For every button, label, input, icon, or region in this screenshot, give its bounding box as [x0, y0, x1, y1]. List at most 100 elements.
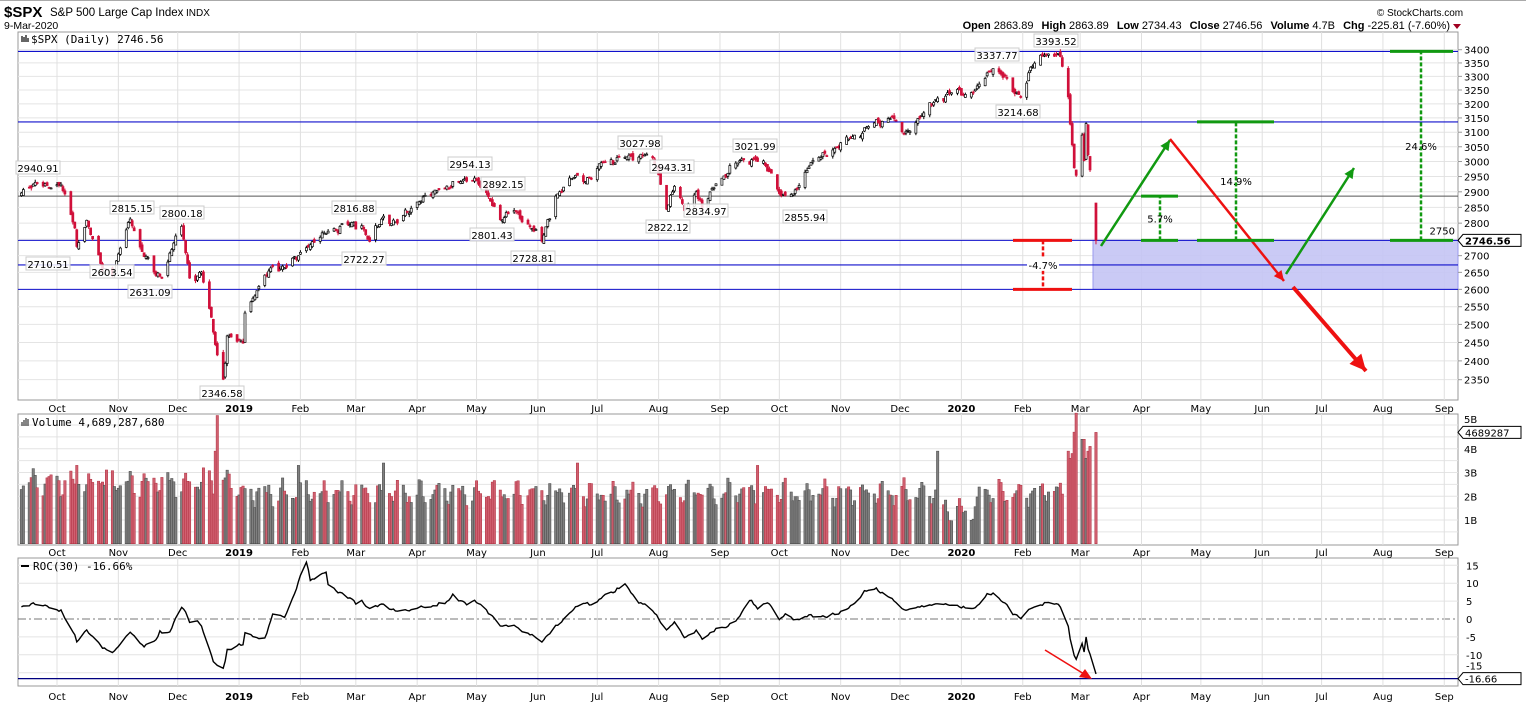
candle-down: [354, 221, 358, 230]
candle-down: [1066, 67, 1070, 98]
candle-down: [560, 190, 563, 193]
arrow-head-icon: [1160, 140, 1170, 152]
volume-bar: [1033, 488, 1037, 544]
candle-down: [1019, 96, 1023, 98]
price-label: 3021.99: [734, 142, 775, 153]
candle-down: [698, 198, 702, 201]
candle-up: [853, 134, 856, 140]
price-legend: $SPX (Daily) 2746.56: [21, 33, 163, 46]
candle-down: [158, 273, 162, 277]
candle-up: [867, 126, 870, 129]
candle-up: [320, 232, 324, 239]
candle-down: [1013, 89, 1017, 95]
candle-up: [196, 275, 199, 281]
candle-down: [213, 331, 217, 345]
ohlc-summary: Open 2863.89 High 2863.89 Low 2734.43 Close…: [963, 20, 1450, 32]
candle-down: [997, 68, 1001, 73]
volume-bar: [825, 486, 829, 545]
candle-down: [61, 186, 65, 191]
candle-up: [1039, 54, 1042, 66]
candle-down: [679, 186, 682, 199]
candle-down: [138, 229, 142, 248]
roc-panel: [17, 557, 1459, 687]
price-axis-label: 2750: [1430, 226, 1455, 237]
price-label: 2940.91: [17, 164, 58, 175]
volume-bar: [105, 469, 108, 544]
volume-bar: [229, 488, 233, 544]
candle-down: [783, 191, 787, 196]
candle-up: [985, 72, 989, 77]
candle-down: [211, 319, 215, 333]
volume-bar: [700, 494, 704, 544]
candle-down: [87, 220, 91, 227]
annotations: 5.7% 14.9% 24.6% -4.7%: [1013, 49, 1453, 373]
candle-down: [229, 333, 233, 338]
x-tick-label: Mar: [346, 692, 366, 703]
volume-bar: [1088, 446, 1092, 544]
price-label-box: [25, 256, 71, 271]
candle-up: [736, 162, 740, 166]
candle-up: [888, 118, 892, 120]
price-label: 2346.58: [201, 389, 242, 400]
candle-up: [956, 89, 959, 94]
x-tick-label: Feb: [292, 404, 310, 415]
price-label-box: [127, 284, 173, 299]
candle-up: [431, 191, 435, 198]
candle-up: [944, 95, 947, 103]
candle-up: [983, 78, 987, 87]
candle-up: [805, 169, 809, 174]
price-axis-label: 3000: [1464, 158, 1489, 169]
volume-bar: [492, 480, 496, 545]
price-label-box: [683, 203, 729, 218]
candle-up: [793, 189, 797, 194]
symbol: $SPX: [4, 4, 42, 21]
candle-up: [502, 217, 506, 223]
candle-up: [225, 335, 229, 364]
volume-bar: [174, 497, 178, 544]
x-tick-label: Feb: [1014, 692, 1032, 703]
candle-legend-icon: [21, 35, 29, 42]
price-label-box: [782, 209, 828, 224]
candle-down: [1003, 74, 1007, 77]
volume-bar: [908, 499, 912, 545]
candle-down: [235, 334, 239, 342]
price-legend-text: $SPX (Daily) 2746.56: [31, 33, 163, 46]
x-tick-label: Aug: [649, 692, 669, 703]
candle-down: [202, 271, 205, 283]
candle-down: [465, 177, 469, 182]
arrow-head-icon: [1273, 270, 1284, 281]
candle-up: [1047, 53, 1050, 56]
candle-down: [948, 90, 951, 95]
candle-up: [807, 166, 811, 169]
candle-down: [776, 174, 779, 190]
candle-down: [388, 214, 391, 224]
price-label: 3393.52: [1035, 37, 1076, 48]
candle-up: [595, 168, 599, 181]
volume-bar: [395, 480, 399, 545]
candle-down: [617, 156, 621, 158]
price-label: 2728.81: [512, 254, 553, 265]
volume-bar: [285, 494, 289, 545]
candle-down: [589, 177, 593, 180]
candle-up: [975, 85, 979, 90]
price-panel: [17, 31, 1459, 401]
x-tick-label: Jul: [590, 548, 603, 559]
candle-up: [423, 194, 427, 197]
price-label-box: [1033, 33, 1079, 48]
candle-up: [847, 138, 850, 141]
candle-down: [756, 157, 759, 162]
volume-bar: [520, 504, 524, 544]
candle-up: [223, 362, 227, 378]
x-tick-label: Apr: [1133, 548, 1151, 559]
candle-down: [1011, 77, 1015, 93]
volume-bar: [811, 495, 815, 545]
candle-up: [417, 201, 421, 205]
candle-up: [613, 162, 617, 165]
candle-up: [645, 153, 649, 156]
candle-up: [504, 212, 508, 218]
price-label: 2800.18: [161, 209, 202, 220]
candle-up: [738, 160, 742, 163]
price-label-box: [331, 200, 377, 215]
price-label-box: [510, 250, 556, 265]
x-tick-label: Oct: [771, 548, 788, 559]
